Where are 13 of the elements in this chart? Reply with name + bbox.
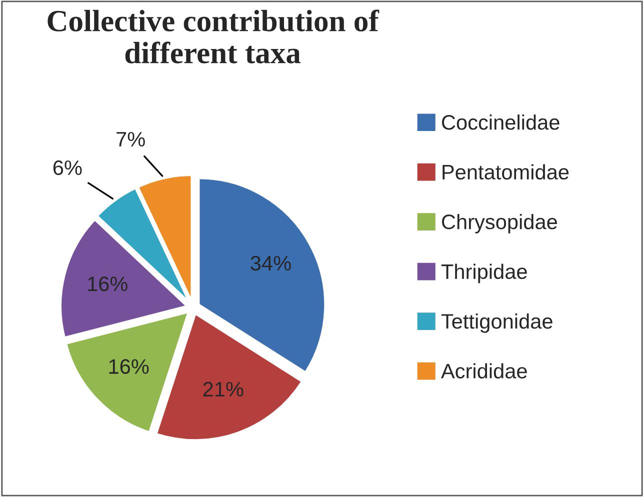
legend-label: Coccinelidae bbox=[442, 114, 560, 130]
legend-label: Tettigonidae bbox=[441, 313, 552, 333]
data-label: 16% bbox=[88, 276, 128, 292]
chart-title: Collective contribution of different taxa bbox=[48, 10, 380, 64]
data-label: 6% bbox=[53, 160, 82, 176]
data-label: 7% bbox=[116, 132, 145, 147]
legend-label: Thripidae bbox=[441, 264, 527, 284]
data-label: 16% bbox=[109, 359, 149, 374]
legend-label: Chrysopidae bbox=[442, 214, 557, 234]
legend-label: Pentatomidae bbox=[442, 164, 569, 180]
data-label: 34% bbox=[250, 256, 291, 271]
legend-label: Acrididae bbox=[440, 363, 527, 378]
data-label: 21% bbox=[203, 382, 244, 397]
